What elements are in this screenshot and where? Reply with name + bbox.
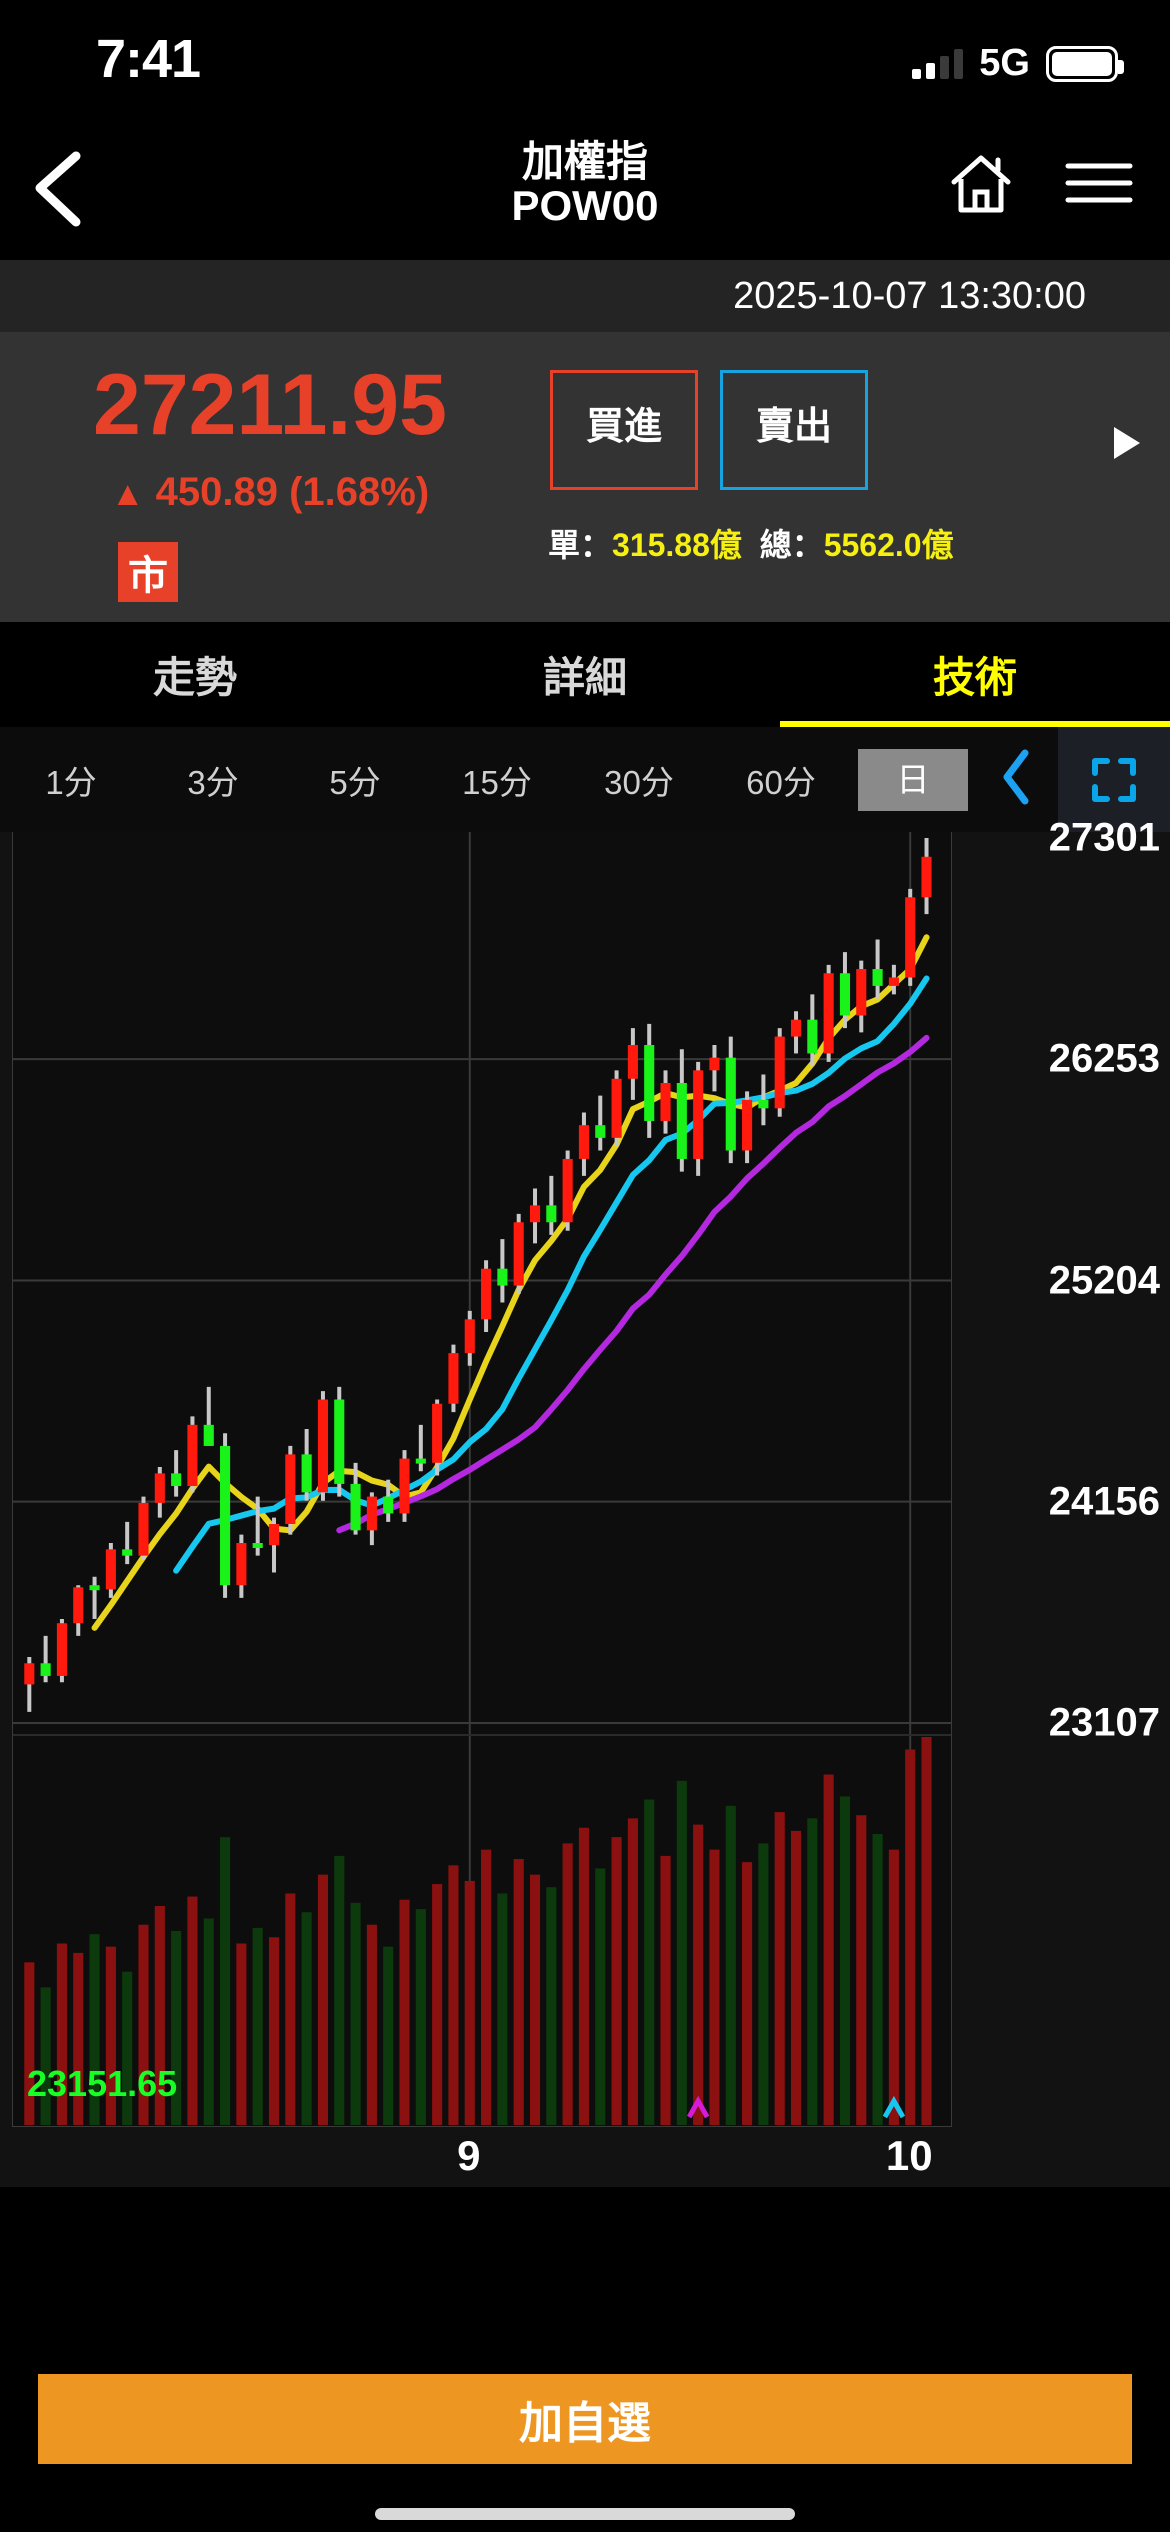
sell-button[interactable]: 賣出 — [720, 370, 868, 490]
up-arrow-icon: ▲ — [110, 475, 145, 513]
quote-timestamp: 2025-10-07 13:30:00 — [733, 274, 1086, 317]
timeframe-60m[interactable]: 60分 — [746, 763, 816, 801]
single-volume-value: 315.88億 — [612, 527, 742, 563]
timeframe-5m[interactable]: 5分 — [329, 763, 381, 801]
total-volume-value: 5562.0億 — [823, 527, 954, 563]
price-change-value: 450.89 (1.68%) — [155, 470, 430, 514]
trade-buttons: 買進 賣出 — [550, 370, 868, 490]
page-title-group: 加權指 POW00 — [0, 138, 1170, 230]
technical-chart[interactable]: 27301.42 23151.65 27301 26253 25204 24156 23… — [0, 816, 1170, 2188]
timeframe-30m[interactable]: 30分 — [604, 763, 674, 801]
header-actions — [944, 146, 1136, 220]
price-axis-tick: 26253 — [1048, 1036, 1160, 1081]
chart-low-label: 23151.65 — [27, 2063, 178, 2104]
chevron-left-blue-icon — [1003, 749, 1029, 805]
market-type-badge: 市 — [118, 542, 178, 602]
date-axis-tick: 10 — [885, 2132, 933, 2179]
quote-panel: 27211.95 ▲ 450.89 (1.68%) 市 買進 賣出 單：315.… — [0, 332, 1170, 622]
tab-technical[interactable]: 技術 — [780, 622, 1170, 727]
hamburger-menu-icon — [1065, 163, 1133, 203]
last-price: 27211.95 — [93, 357, 447, 453]
timestamp-bar: 2025-10-07 13:30:00 — [0, 260, 1170, 332]
timeframe-15m[interactable]: 15分 — [462, 763, 532, 801]
battery-full-icon — [1046, 45, 1124, 82]
date-axis-tick: 9 — [457, 2132, 481, 2179]
navigation-header: 加權指 POW00 — [0, 120, 1170, 260]
add-watchlist-button[interactable]: 加自選 — [38, 2374, 1132, 2464]
play-right-icon[interactable] — [1114, 427, 1140, 459]
timeframe-prev-button[interactable] — [974, 749, 1058, 810]
timeframe-1m[interactable]: 1分 — [45, 763, 97, 801]
home-button[interactable] — [944, 146, 1018, 220]
page-title: 加權指 — [521, 138, 648, 185]
page-symbol: POW00 — [511, 182, 659, 230]
timeframe-3m[interactable]: 3分 — [187, 763, 239, 801]
tab-detail[interactable]: 詳細 — [542, 654, 627, 701]
fullscreen-button[interactable] — [1058, 727, 1170, 832]
back-button[interactable] — [24, 148, 94, 228]
volume-summary: 單：315.88億 總：5562.0億 — [548, 520, 954, 566]
menu-button[interactable] — [1062, 146, 1136, 220]
timeframe-bar: 1分 3分 5分 15分 30分 60分 日 — [0, 727, 1170, 832]
buy-button[interactable]: 買進 — [550, 370, 698, 490]
price-change-row: ▲ 450.89 (1.68%) — [0, 470, 540, 515]
network-type-label: 5G — [979, 42, 1030, 84]
timeframe-day[interactable]: 日 — [858, 748, 968, 811]
home-indicator — [375, 2508, 795, 2520]
candlestick-plot-area[interactable]: 27301.42 23151.65 — [12, 832, 952, 2127]
home-icon — [951, 155, 1011, 213]
price-block: 27211.95 ▲ 450.89 (1.68%) — [0, 332, 540, 515]
total-volume-label: 總： — [759, 527, 824, 563]
section-tabs: 走勢 詳細 技術 — [0, 622, 1170, 727]
status-bar-indicators: 5G — [912, 42, 1124, 85]
tab-trend[interactable]: 走勢 — [152, 654, 237, 701]
date-axis: 9 10 — [12, 2128, 952, 2188]
fullscreen-expand-icon — [1092, 757, 1136, 802]
price-axis-tick: 23107 — [1048, 1700, 1160, 1745]
price-axis-tick: 25204 — [1048, 1258, 1160, 1302]
chart-canvas — [13, 832, 951, 2125]
price-axis: 27301 26253 25204 24156 23107 — [952, 816, 1170, 2127]
status-bar: 7:41 5G — [0, 0, 1170, 120]
status-bar-time: 7:41 — [96, 29, 201, 89]
cellular-signal-icon — [912, 48, 964, 79]
price-axis-tick: 27301 — [1048, 815, 1160, 860]
price-axis-tick: 24156 — [1048, 1479, 1160, 1524]
chevron-left-icon — [35, 151, 81, 227]
single-volume-label: 單： — [548, 527, 613, 563]
